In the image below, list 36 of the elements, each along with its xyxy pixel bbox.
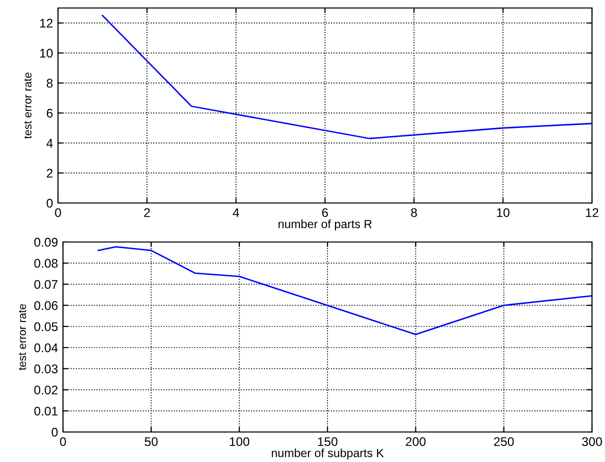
y-tick-label: 4 [46,138,53,148]
x-tick-label: 0 [60,437,66,446]
line-series [98,246,592,336]
y-tick-label: 0.04 [34,343,58,352]
x-tick-label: 200 [406,437,426,446]
y-tick-label: 0.02 [34,386,58,394]
x-tick-label: 2 [144,208,150,217]
y-axis-title: test error rate [24,72,32,139]
y-axis-title: test error rate [18,304,26,370]
y-tick-label: 10 [40,48,53,58]
y-tick-label: 0 [52,428,58,437]
y-tick-label: 0.05 [34,322,58,332]
y-tick-label: 8 [46,78,53,88]
y-tick-label: 6 [46,108,53,118]
y-tick-label: 0.06 [34,301,58,310]
y-tick-label: 0.08 [34,258,58,268]
x-tick-label: 8 [411,208,417,218]
x-tick-label: 250 [494,437,514,446]
y-tick-label: 0.03 [34,364,58,374]
x-tick-label: 100 [230,437,250,446]
x-axis-title: number of subparts K [272,448,384,460]
y-tick-label: 0 [46,198,53,208]
line-series [102,14,592,140]
x-tick-label: 10 [497,208,510,218]
x-axis-title: number of parts R [278,220,372,231]
x-tick-label: 50 [144,437,158,446]
y-tick-label: 0.07 [34,280,58,289]
x-tick-label: 150 [318,437,338,446]
y-tick-label: 0.09 [34,238,58,247]
y-tick-label: 2 [46,168,53,178]
y-tick-label: 0.01 [34,406,58,416]
x-tick-label: 12 [586,208,598,217]
x-tick-label: 4 [232,208,240,217]
x-tick-label: 6 [322,208,328,218]
y-tick-label: 12 [40,18,53,28]
x-tick-label: 300 [582,437,602,446]
